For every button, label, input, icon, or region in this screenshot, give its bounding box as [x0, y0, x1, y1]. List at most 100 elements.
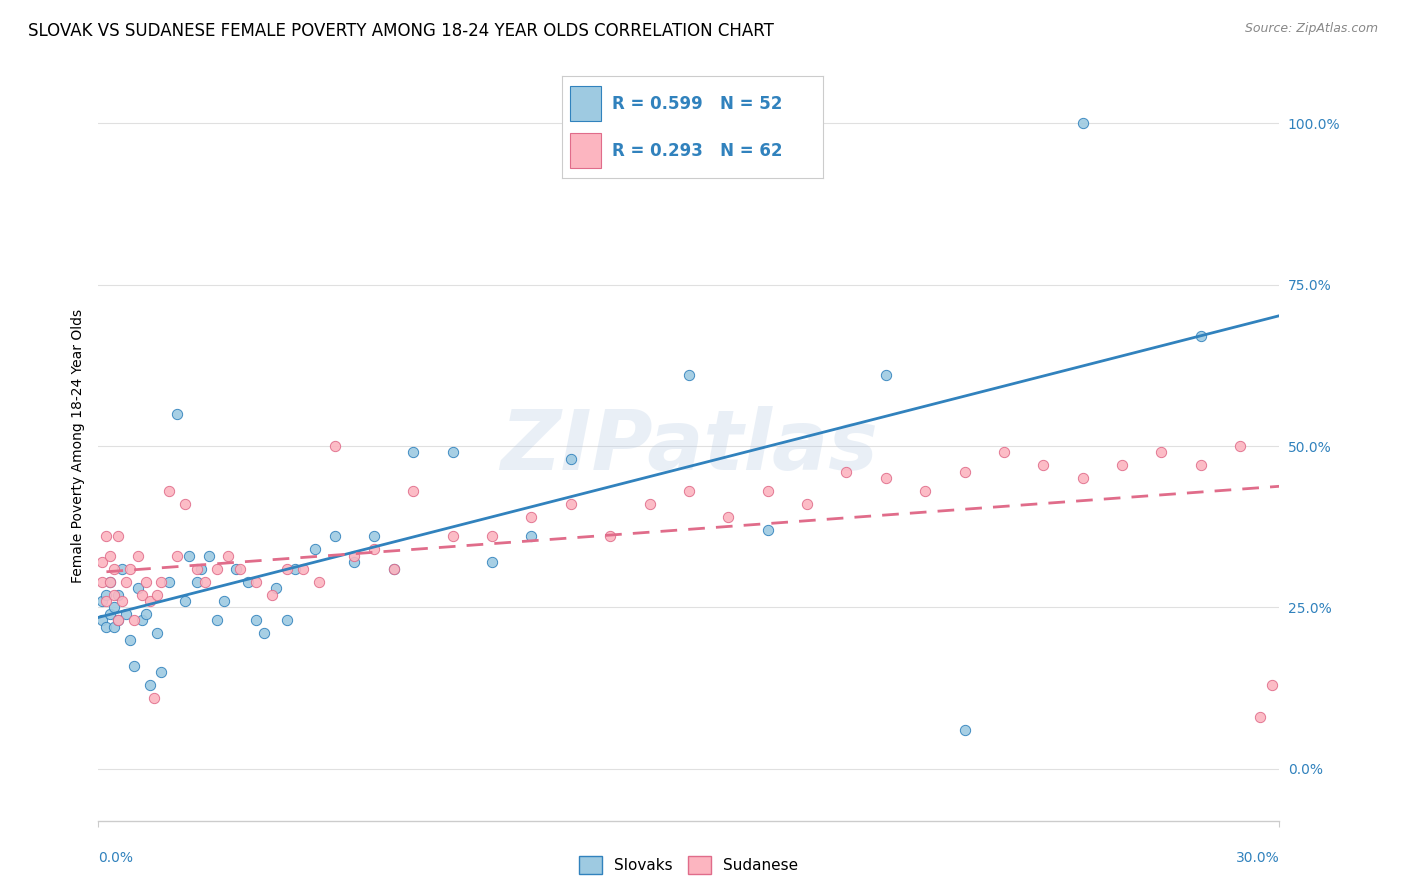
- Point: [343, 555, 366, 569]
- Point: [481, 529, 503, 543]
- Point: [135, 574, 157, 589]
- Point: [599, 529, 621, 543]
- Point: [138, 678, 160, 692]
- Point: [138, 594, 160, 608]
- Text: 30.0%: 30.0%: [1236, 851, 1279, 865]
- Point: [363, 542, 385, 557]
- Point: [157, 574, 180, 589]
- Point: [560, 497, 582, 511]
- Point: [146, 626, 169, 640]
- Point: [166, 549, 188, 563]
- Point: [205, 614, 228, 628]
- Point: [150, 665, 173, 679]
- Point: [1032, 458, 1054, 473]
- Point: [953, 465, 976, 479]
- Point: [142, 690, 165, 705]
- Point: [260, 588, 283, 602]
- Point: [678, 368, 700, 382]
- Point: [174, 594, 197, 608]
- Point: [993, 445, 1015, 459]
- Point: [131, 588, 153, 602]
- Point: [796, 497, 818, 511]
- Point: [150, 574, 173, 589]
- Point: [875, 471, 897, 485]
- Point: [953, 723, 976, 738]
- Point: [177, 549, 200, 563]
- Point: [91, 574, 114, 589]
- Point: [292, 562, 315, 576]
- Point: [96, 620, 118, 634]
- Point: [103, 620, 125, 634]
- Point: [1150, 445, 1173, 459]
- Point: [98, 574, 121, 589]
- Point: [520, 510, 543, 524]
- Point: [131, 614, 153, 628]
- Point: [402, 445, 425, 459]
- Point: [214, 594, 236, 608]
- Point: [115, 607, 138, 621]
- Point: [115, 574, 138, 589]
- Text: R = 0.599   N = 52: R = 0.599 N = 52: [612, 95, 782, 112]
- Point: [382, 562, 405, 576]
- Point: [276, 614, 298, 628]
- Point: [756, 523, 779, 537]
- Point: [638, 497, 661, 511]
- Point: [441, 529, 464, 543]
- Point: [1111, 458, 1133, 473]
- Point: [236, 574, 259, 589]
- Point: [1249, 710, 1271, 724]
- Point: [756, 484, 779, 499]
- Text: Source: ZipAtlas.com: Source: ZipAtlas.com: [1244, 22, 1378, 36]
- Point: [308, 574, 330, 589]
- Point: [107, 614, 129, 628]
- Point: [98, 574, 121, 589]
- Point: [146, 588, 169, 602]
- Point: [111, 562, 134, 576]
- Point: [343, 549, 366, 563]
- Point: [166, 407, 188, 421]
- Point: [190, 562, 212, 576]
- Point: [245, 574, 267, 589]
- Point: [91, 555, 114, 569]
- Point: [520, 529, 543, 543]
- Point: [441, 445, 464, 459]
- Point: [875, 368, 897, 382]
- Point: [122, 614, 145, 628]
- Point: [96, 588, 118, 602]
- Point: [835, 465, 858, 479]
- Point: [481, 555, 503, 569]
- Point: [205, 562, 228, 576]
- Text: ZIPatlas: ZIPatlas: [501, 406, 877, 486]
- Point: [264, 581, 287, 595]
- Point: [122, 658, 145, 673]
- Point: [107, 614, 129, 628]
- Point: [678, 484, 700, 499]
- Point: [1189, 329, 1212, 343]
- Point: [127, 581, 149, 595]
- Point: [253, 626, 276, 640]
- Point: [717, 510, 740, 524]
- Point: [157, 484, 180, 499]
- Point: [560, 451, 582, 466]
- Point: [98, 549, 121, 563]
- Text: SLOVAK VS SUDANESE FEMALE POVERTY AMONG 18-24 YEAR OLDS CORRELATION CHART: SLOVAK VS SUDANESE FEMALE POVERTY AMONG …: [28, 22, 773, 40]
- Bar: [571, 87, 602, 121]
- Point: [186, 574, 208, 589]
- Point: [323, 439, 346, 453]
- Point: [103, 562, 125, 576]
- Point: [1189, 458, 1212, 473]
- Point: [276, 562, 298, 576]
- Point: [1260, 678, 1282, 692]
- Point: [382, 562, 405, 576]
- Text: R = 0.293   N = 62: R = 0.293 N = 62: [612, 142, 782, 160]
- Point: [103, 600, 125, 615]
- Point: [107, 588, 129, 602]
- Point: [194, 574, 217, 589]
- Point: [914, 484, 936, 499]
- Point: [96, 594, 118, 608]
- Point: [225, 562, 247, 576]
- Point: [98, 607, 121, 621]
- Point: [127, 549, 149, 563]
- Point: [284, 562, 307, 576]
- Point: [1071, 116, 1094, 130]
